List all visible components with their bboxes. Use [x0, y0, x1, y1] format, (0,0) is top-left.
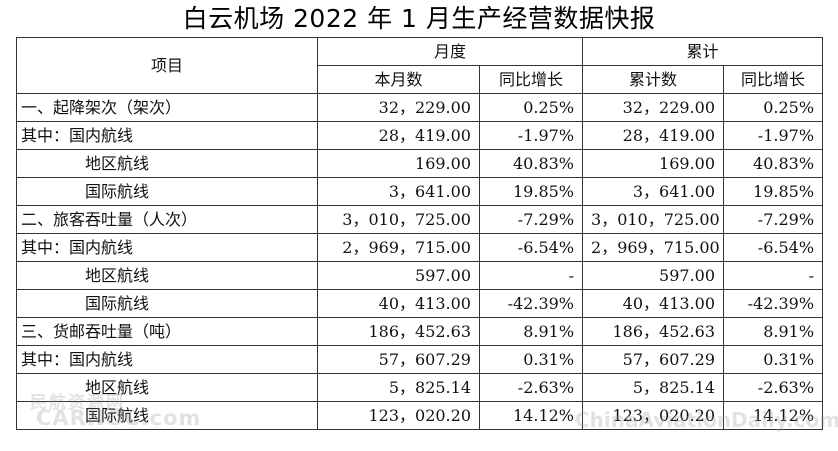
month-value-cell: 597.00 — [317, 261, 480, 290]
month-yoy-cell: 14.12% — [478, 401, 584, 430]
table-row: 一、起降架次（架次） 32，229.00 0.25% 32，229.00 0.25% — [16, 93, 824, 122]
month-value-cell: 28，419.00 — [317, 121, 480, 150]
cumulative-value-cell: 28，419.00 — [582, 121, 725, 150]
month-value-cell: 123，020.20 — [317, 401, 480, 430]
month-value-cell: 3，641.00 — [317, 177, 480, 206]
cumulative-yoy-cell: - — [723, 261, 824, 290]
table-row: 其中：国内航线 2，969，715.00 -6.54% 2，969，715.00 -6.… — [16, 233, 824, 262]
cumulative-value-cell: 186，452.63 — [582, 317, 725, 346]
month-value-cell: 40，413.00 — [317, 289, 480, 318]
month-value-cell: 32，229.00 — [317, 93, 480, 122]
table-body: 一、起降架次（架次） 32，229.00 0.25% 32，229.00 0.25% 其中… — [16, 93, 824, 430]
header-month-value: 本月数 — [317, 65, 480, 94]
table-row: 国际航线 40，413.00 -42.39% 40，413.00 -42.39% — [16, 289, 824, 318]
month-yoy-cell: 0.25% — [478, 93, 584, 122]
table-row: 其中：国内航线 57，607.29 0.31% 57，607.29 0.31% — [16, 345, 824, 374]
header-cum-value: 累计数 — [582, 65, 725, 94]
month-yoy-cell: -7.29% — [478, 205, 584, 234]
month-yoy-cell: 19.85% — [478, 177, 584, 206]
header-month-group: 月度 — [316, 37, 584, 66]
month-value-cell: 3，010，725.00 — [317, 205, 480, 234]
month-yoy-cell: 8.91% — [478, 317, 584, 346]
row-label: 地区航线 — [16, 261, 318, 290]
cumulative-value-cell: 40，413.00 — [582, 289, 725, 318]
row-label: 二、旅客吞吐量（人次） — [16, 205, 318, 234]
cumulative-yoy-cell: -6.54% — [723, 233, 824, 262]
cumulative-value-cell: 32，229.00 — [582, 93, 725, 122]
header-row-columns: 本月数 同比增长 累计数 同比增长 — [17, 65, 824, 94]
table-header: 项目 月度 累计 本月数 同比增长 累计数 同比增长 — [16, 37, 824, 94]
row-label: 其中：国内航线 — [16, 345, 318, 374]
cumulative-value-cell: 2，969，715.00 — [582, 233, 725, 262]
month-yoy-cell: -6.54% — [478, 233, 584, 262]
row-label: 国际航线 — [16, 401, 318, 430]
header-month-yoy: 同比增长 — [478, 65, 584, 94]
cumulative-value-cell: 3，010，725.00 — [582, 205, 725, 234]
row-label: 地区航线 — [16, 149, 318, 178]
month-yoy-cell: -42.39% — [478, 289, 584, 318]
month-value-cell: 57，607.29 — [317, 345, 480, 374]
cumulative-yoy-cell: 0.31% — [723, 345, 824, 374]
cumulative-value-cell: 169.00 — [582, 149, 725, 178]
cumulative-yoy-cell: 19.85% — [723, 177, 824, 206]
cumulative-yoy-cell: -1.97% — [723, 121, 824, 150]
cumulative-yoy-cell: -7.29% — [723, 205, 824, 234]
row-label: 国际航线 — [16, 177, 318, 206]
month-yoy-cell: 40.83% — [478, 149, 584, 178]
cumulative-value-cell: 597.00 — [582, 261, 725, 290]
row-label: 国际航线 — [16, 289, 318, 318]
table-row: 二、旅客吞吐量（人次） 3，010，725.00 -7.29% 3，010，725.0… — [16, 205, 824, 234]
table-row: 地区航线 597.00-597.00- — [16, 261, 824, 290]
row-label: 一、起降架次（架次） — [16, 93, 318, 122]
cumulative-value-cell: 57，607.29 — [582, 345, 725, 374]
cumulative-yoy-cell: -42.39% — [723, 289, 824, 318]
cumulative-value-cell: 3，641.00 — [582, 177, 725, 206]
cumulative-yoy-cell: 14.12% — [723, 401, 824, 430]
table-row: 其中：国内航线 28，419.00 -1.97% 28，419.00 -1.97% — [16, 121, 824, 150]
row-label: 三、货邮吞吐量（吨） — [16, 317, 318, 346]
table-row: 地区航线 169.00 40.83% 169.00 40.83% — [16, 149, 824, 178]
month-value-cell: 186，452.63 — [317, 317, 480, 346]
table-row: 国际航线 3，641.00 19.85% 3，641.00 19.85% — [16, 177, 824, 206]
cumulative-value-cell: 5，825.14 — [582, 373, 725, 402]
page-title: 白云机场 2022 年 1 月生产经营数据快报 — [182, 4, 656, 33]
month-value-cell: 2，969，715.00 — [317, 233, 480, 262]
month-yoy-cell: -2.63% — [478, 373, 584, 402]
month-yoy-cell: 0.31% — [478, 345, 584, 374]
header-cum-yoy: 同比增长 — [723, 65, 824, 94]
table-row: 地区航线 5，825.14 -2.63% 5，825.14 -2.63% — [16, 373, 824, 402]
month-yoy-cell: - — [478, 261, 584, 290]
table-row: 国际航线 123，020.20 14.12% 123，020.20 14.12% — [16, 401, 824, 430]
row-label: 地区航线 — [16, 373, 318, 402]
month-yoy-cell: -1.97% — [478, 121, 584, 150]
header-row-groups: 项目 月度 累计 — [16, 37, 824, 94]
month-value-cell: 169.00 — [317, 149, 480, 178]
table-row: 三、货邮吞吐量（吨） 186，452.63 8.91% 186，452.63 8.91% — [16, 317, 824, 346]
row-label: 其中：国内航线 — [16, 121, 318, 150]
report-table: 项目 月度 累计 本月数 同比增长 累计数 同比增长 一、起降架次（架次） 32，… — [16, 37, 824, 430]
cumulative-value-cell: 123，020.20 — [582, 401, 725, 430]
month-value-cell: 5，825.14 — [317, 373, 480, 402]
cumulative-yoy-cell: 0.25% — [723, 93, 824, 122]
header-cumulative-group: 累计 — [582, 37, 824, 66]
header-item: 项目 — [16, 37, 318, 94]
row-label: 其中：国内航线 — [16, 233, 318, 262]
cumulative-yoy-cell: 8.91% — [723, 317, 824, 346]
cumulative-yoy-cell: 40.83% — [723, 149, 824, 178]
cumulative-yoy-cell: -2.63% — [723, 373, 824, 402]
